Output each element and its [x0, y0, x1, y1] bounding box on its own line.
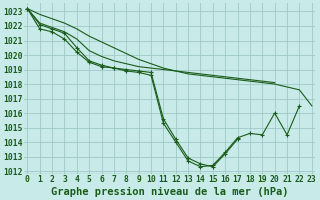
X-axis label: Graphe pression niveau de la mer (hPa): Graphe pression niveau de la mer (hPa)	[51, 187, 288, 197]
